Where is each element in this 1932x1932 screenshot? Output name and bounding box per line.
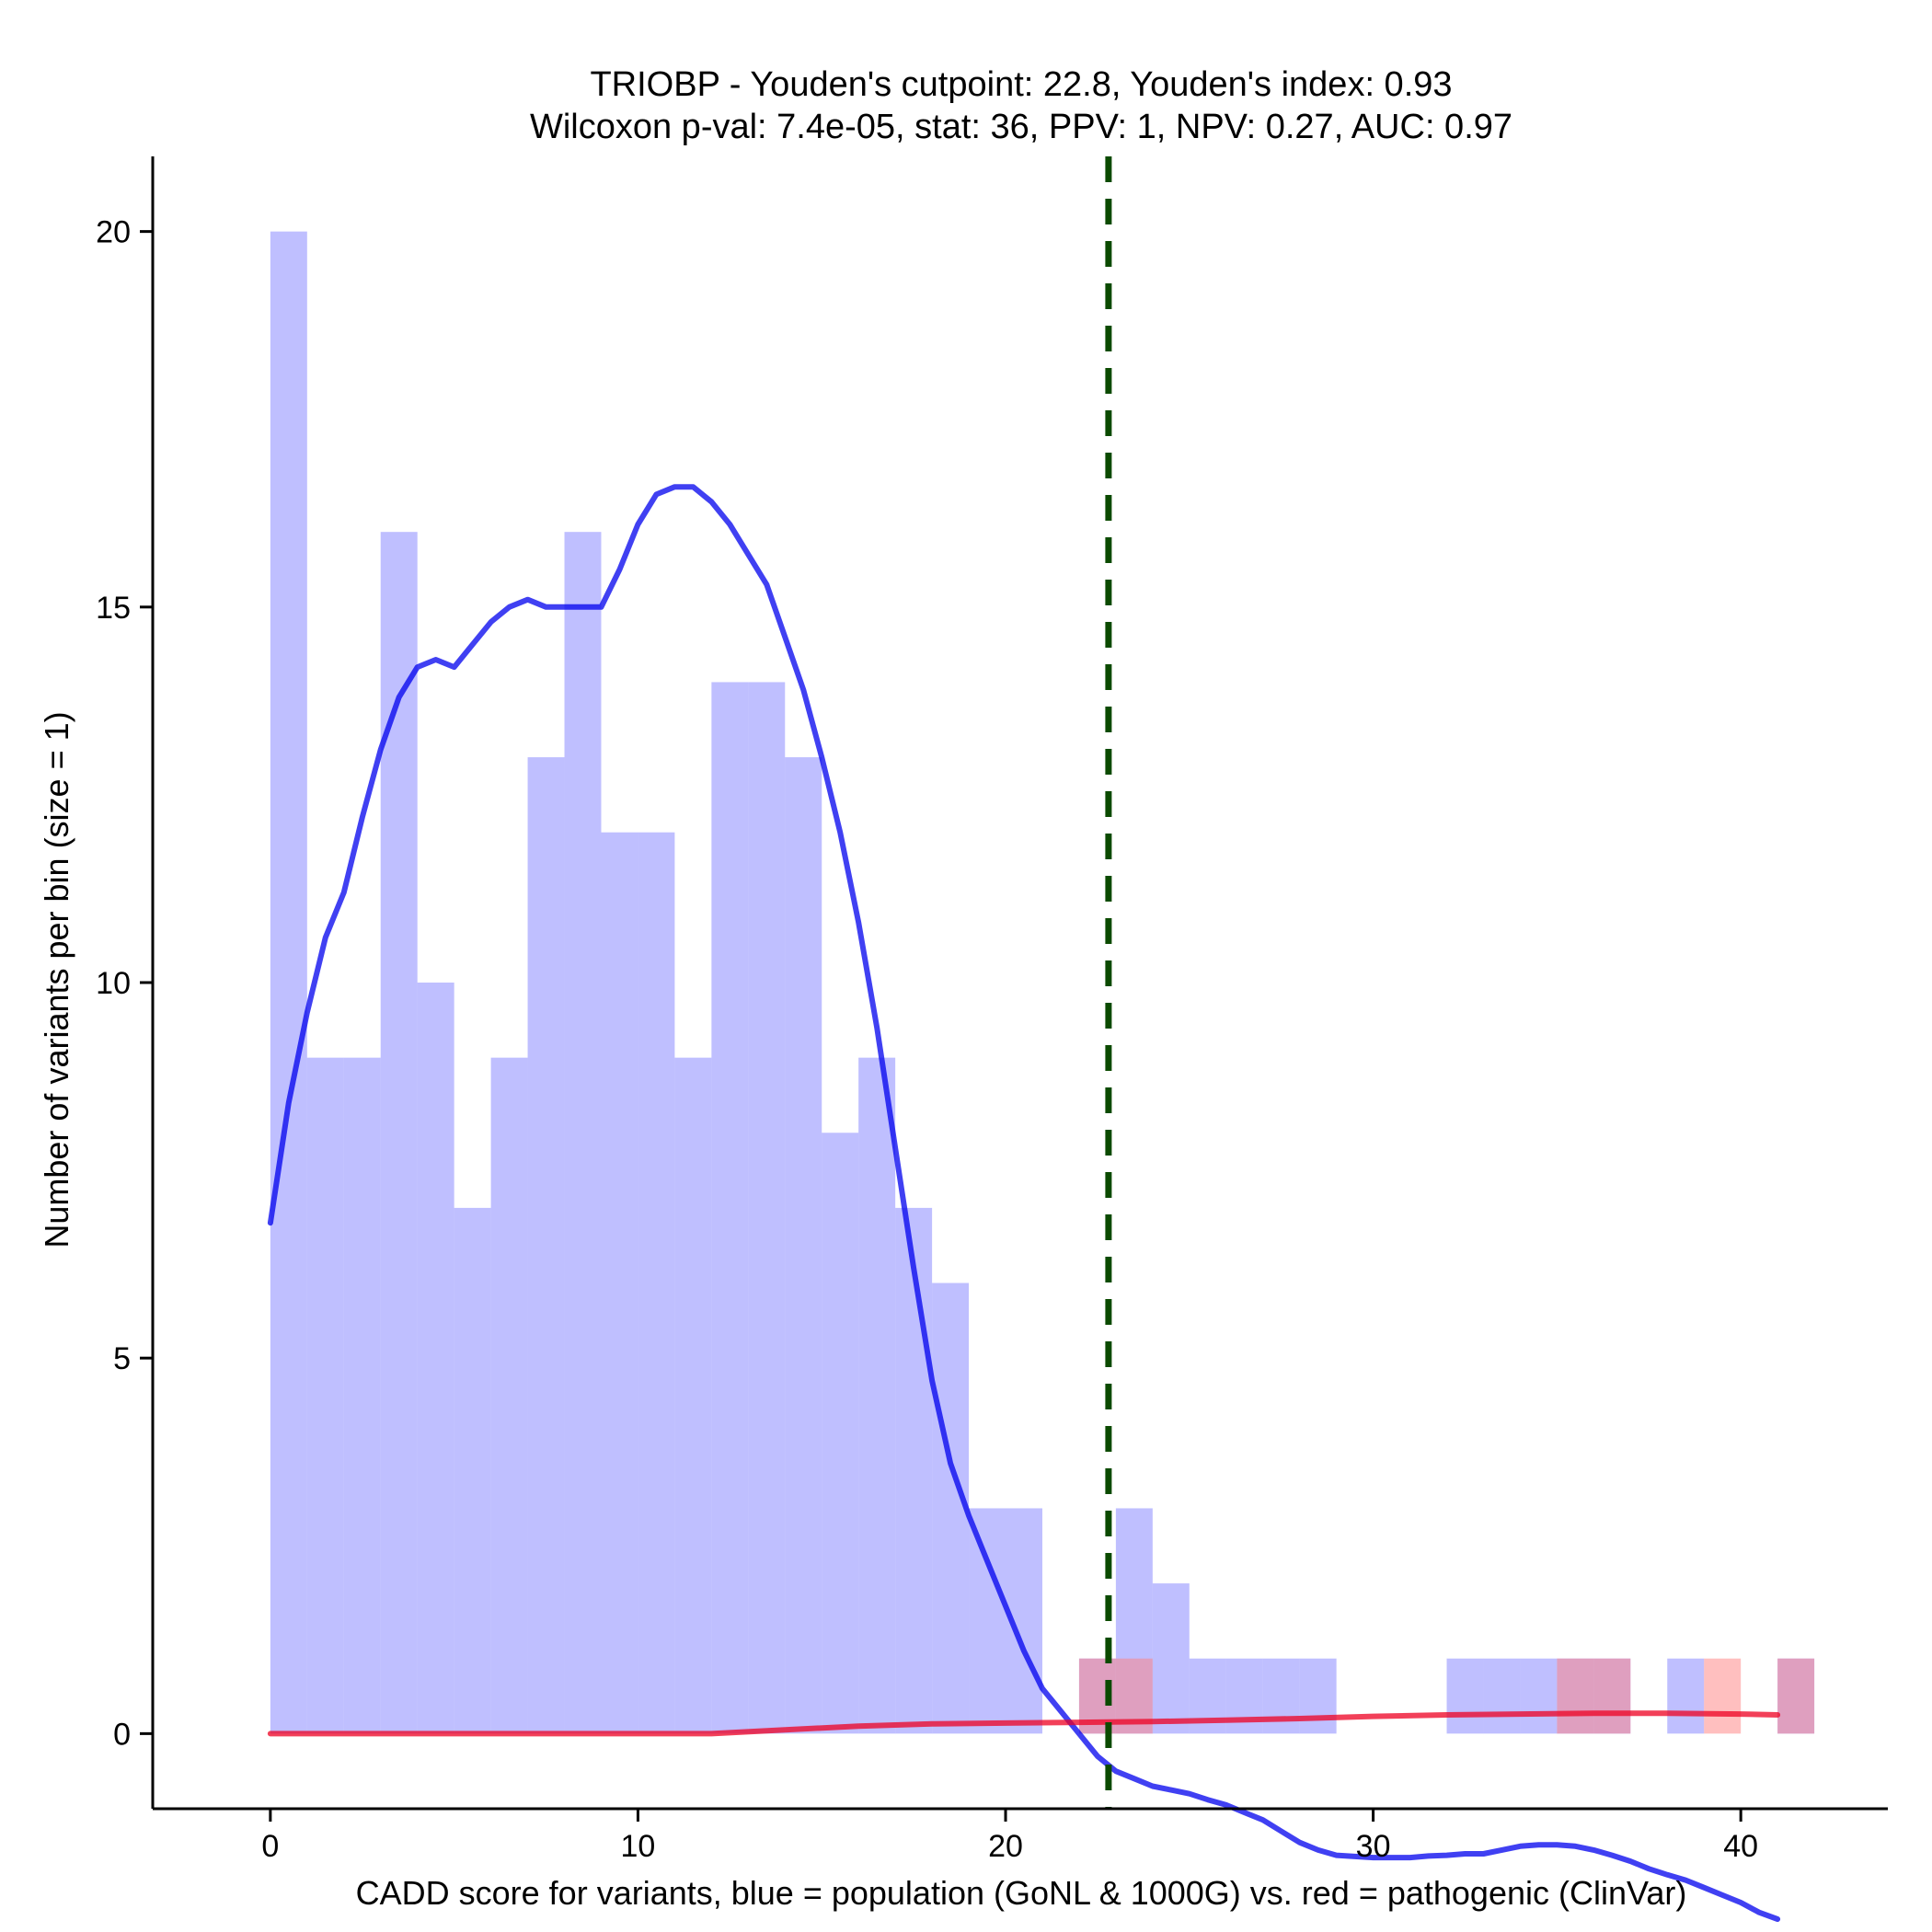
histogram-bar-pathogenic [1704, 1658, 1742, 1734]
histogram-bar-pathogenic [1593, 1658, 1631, 1734]
histogram-bar-population [1152, 1583, 1190, 1734]
chart-subtitle: Wilcoxon p-val: 7.4e-05, stat: 36, PPV: … [530, 108, 1512, 146]
histogram-bar-population [674, 1057, 712, 1734]
histogram-bar-population [1446, 1658, 1484, 1734]
histogram-bar-population [895, 1207, 933, 1734]
y-tick-label: 10 [96, 966, 131, 1001]
histogram-bar-population [1299, 1658, 1337, 1734]
histogram-bar-population [527, 757, 565, 1734]
histogram-bar-population [270, 231, 307, 1734]
density-curve-population [267, 484, 1781, 1922]
histogram-bar-population [969, 1508, 1006, 1734]
y-tick-label: 0 [113, 1717, 131, 1752]
histogram-bar-population [1483, 1658, 1521, 1734]
y-tick-label: 15 [96, 591, 131, 626]
histogram-bar-population [380, 532, 418, 1734]
x-tick-label: 30 [1356, 1829, 1391, 1864]
y-axis-label: Number of variants per bin (size = 1) [38, 711, 75, 1248]
histogram-bar-pathogenic [1777, 1658, 1815, 1734]
histogram-bar-population [1262, 1658, 1300, 1734]
histogram-bar-population [601, 832, 638, 1734]
histogram-bar-population [564, 532, 602, 1734]
chart-title: TRIOBP - Youden's cutpoint: 22.8, Youden… [590, 65, 1452, 104]
x-tick-label: 40 [1723, 1829, 1758, 1864]
histogram-bar-population [417, 983, 454, 1734]
y-tick-label: 5 [113, 1341, 131, 1376]
x-tick-label: 10 [621, 1829, 656, 1864]
histogram-bar-population [306, 1057, 344, 1734]
density-curves [267, 484, 1781, 1922]
x-tick-label: 20 [988, 1829, 1023, 1864]
histogram-bar-population [785, 757, 822, 1734]
histogram-bar-population [932, 1282, 970, 1734]
histogram-bar-pathogenic [1557, 1658, 1594, 1734]
axes: 0 5 10 15 20 0 10 20 30 40 [96, 156, 1888, 1864]
histogram-bar-population [1520, 1658, 1558, 1734]
x-tick-label: 0 [261, 1829, 279, 1864]
histogram-bar-population [711, 682, 749, 1734]
histogram-bars [270, 231, 1815, 1734]
histogram-bar-population [1667, 1658, 1705, 1734]
y-tick-label: 20 [96, 215, 131, 250]
histogram-bar-population [638, 832, 675, 1734]
histogram-bar-population [822, 1133, 859, 1734]
histogram-bar-population [858, 1057, 896, 1734]
histogram-bar-population [748, 682, 786, 1734]
density-curve-pathogenic [267, 1710, 1781, 1737]
histogram-bar-population [490, 1057, 528, 1734]
x-axis-label: CADD score for variants, blue = populati… [356, 1874, 1687, 1912]
histogram-bar-population [454, 1207, 491, 1734]
histogram-bar-population [343, 1057, 381, 1734]
